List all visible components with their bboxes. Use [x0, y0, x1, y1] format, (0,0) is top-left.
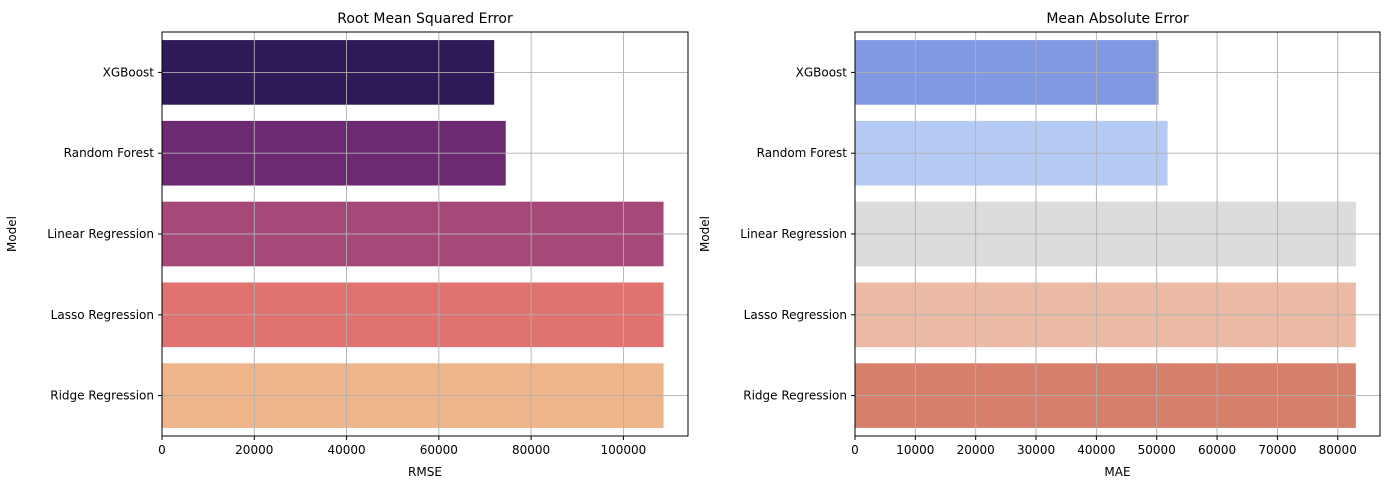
rmse-y-tick-label: Random Forest	[64, 146, 155, 160]
mae-y-tick-label: Random Forest	[757, 146, 848, 160]
rmse-x-tick-label: 40000	[327, 443, 365, 457]
mae-chart: Mean Absolute Error MAE Model 0 10000 2000…	[698, 11, 1381, 479]
mae-y-tick-label: XGBoost	[796, 65, 848, 79]
mae-x-axis-label: MAE	[1104, 465, 1130, 479]
rmse-x-tick-label: 0	[158, 443, 166, 457]
mae-x-tick-label: 40000	[1077, 443, 1115, 457]
rmse-y-tick-label: XGBoost	[103, 65, 155, 79]
rmse-x-tick-label: 60000	[420, 443, 458, 457]
mae-x-tick-label: 20000	[957, 443, 995, 457]
mae-x-tick-label: 10000	[896, 443, 934, 457]
rmse-y-axis-label: Model	[5, 216, 19, 252]
rmse-chart-title: Root Mean Squared Error	[337, 11, 513, 27]
rmse-y-tick-label: Linear Regression	[47, 227, 154, 241]
mae-x-tick-label: 80000	[1319, 443, 1357, 457]
mae-y-tick-label: Ridge Regression	[743, 389, 847, 403]
rmse-y-tick-label: Lasso Regression	[51, 308, 154, 322]
rmse-x-axis-label: RMSE	[408, 465, 442, 479]
mae-x-tick-label: 30000	[1017, 443, 1055, 457]
mae-x-tick-label: 0	[851, 443, 859, 457]
mae-y-axis-label: Model	[698, 216, 712, 252]
rmse-x-tick-label: 100000	[600, 443, 646, 457]
mae-y-tick-label: Linear Regression	[740, 227, 847, 241]
rmse-x-tick-label: 20000	[235, 443, 273, 457]
mae-x-tick-label: 60000	[1198, 443, 1236, 457]
mae-x-tick-label: 70000	[1258, 443, 1296, 457]
mae-y-tick-label: Lasso Regression	[744, 308, 847, 322]
rmse-chart: Root Mean Squared Error RMSE Model 0 2000…	[5, 11, 689, 479]
mae-x-tick-label: 50000	[1138, 443, 1176, 457]
rmse-x-tick-label: 80000	[512, 443, 550, 457]
rmse-y-tick-label: Ridge Regression	[50, 389, 154, 403]
mae-chart-title: Mean Absolute Error	[1046, 11, 1189, 27]
